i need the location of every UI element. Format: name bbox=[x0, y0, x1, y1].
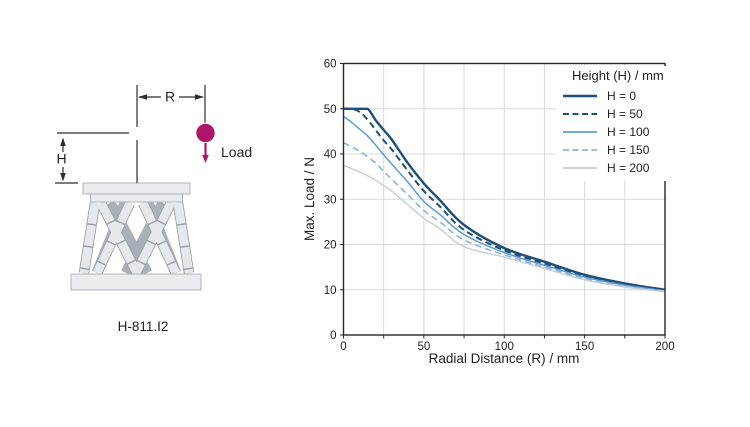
y-axis-title: Max. Load / N bbox=[302, 157, 317, 241]
load-arrow-head bbox=[202, 155, 209, 163]
dimension-arrowheads bbox=[60, 94, 204, 182]
curve-h150 bbox=[343, 141, 665, 292]
x-tick-label: 150 bbox=[575, 341, 594, 353]
curve-h200 bbox=[343, 164, 665, 293]
y-tick-label: 50 bbox=[324, 104, 337, 116]
height-dim-label: H bbox=[56, 151, 66, 167]
legend-item-label: H = 50 bbox=[607, 107, 643, 121]
y-tick-label: 40 bbox=[324, 149, 337, 161]
x-axis-title: Radial Distance (R) / mm bbox=[429, 351, 580, 366]
y-tick-label: 0 bbox=[330, 330, 336, 342]
radius-dim-label: R bbox=[165, 89, 175, 105]
legend-line-swatch bbox=[563, 131, 597, 133]
curve-h50 bbox=[343, 107, 665, 292]
legend-item-label: H = 100 bbox=[607, 125, 650, 139]
legend-title: Height (H) / mm bbox=[572, 68, 664, 83]
legend-item-h0: H = 0 bbox=[562, 87, 664, 105]
legend-item-h200: H = 200 bbox=[562, 159, 664, 177]
legend-line-swatch bbox=[563, 94, 597, 98]
x-tick-label: 200 bbox=[655, 341, 674, 353]
x-tick-label: 100 bbox=[495, 341, 514, 353]
chart-legend: Height (H) / mm H = 0 H = 50 H = 100 H = 15… bbox=[556, 66, 672, 181]
y-tick-label: 20 bbox=[324, 240, 337, 252]
curve-h0 bbox=[343, 107, 665, 291]
legend-item-h150: H = 150 bbox=[562, 141, 664, 159]
legend-item-h50: H = 50 bbox=[562, 105, 664, 123]
base-plate bbox=[70, 273, 202, 291]
y-tick-label: 60 bbox=[324, 59, 337, 71]
curve-h100 bbox=[343, 115, 665, 292]
legend-line-swatch bbox=[563, 149, 597, 151]
y-tick-label: 10 bbox=[324, 285, 337, 297]
legend-rows: H = 0 H = 50 H = 100 H = 150 H = 200 bbox=[562, 87, 664, 177]
y-tick-label: 30 bbox=[324, 194, 337, 206]
x-tick-label: 50 bbox=[417, 341, 430, 353]
hexapod-plates bbox=[70, 182, 202, 291]
legend-line-swatch bbox=[563, 113, 597, 115]
legend-line-swatch bbox=[563, 167, 597, 169]
platform-collar bbox=[90, 193, 183, 203]
legend-item-label: H = 200 bbox=[607, 161, 650, 175]
hexapod-front-struts bbox=[78, 200, 195, 276]
legend-item-label: H = 0 bbox=[607, 89, 637, 103]
legend-item-label: H = 150 bbox=[607, 143, 650, 157]
x-tick-label: 0 bbox=[340, 341, 346, 353]
load-point-marker bbox=[196, 123, 215, 143]
model-label: H-811.I2 bbox=[118, 319, 169, 334]
legend-item-h100: H = 100 bbox=[562, 123, 664, 141]
load-label: Load bbox=[221, 144, 252, 160]
